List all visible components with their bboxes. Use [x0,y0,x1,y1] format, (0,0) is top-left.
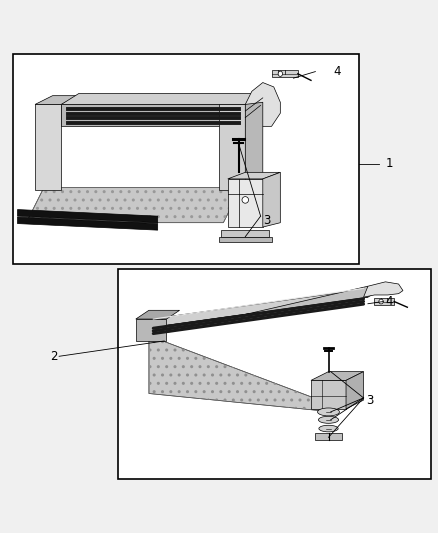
Polygon shape [35,104,61,190]
Polygon shape [26,188,241,223]
Text: 3: 3 [263,214,270,227]
Polygon shape [228,179,263,227]
Polygon shape [136,319,166,341]
Polygon shape [263,172,280,227]
Polygon shape [346,372,364,409]
Polygon shape [221,230,269,237]
Ellipse shape [278,71,283,76]
Polygon shape [149,286,385,328]
Text: 4: 4 [385,295,393,308]
Polygon shape [245,102,263,190]
Polygon shape [245,83,280,126]
Polygon shape [35,96,79,104]
Polygon shape [136,310,180,319]
Ellipse shape [379,299,383,304]
Polygon shape [374,298,394,304]
Polygon shape [272,70,298,77]
Polygon shape [219,237,272,243]
Text: 3: 3 [366,393,373,407]
Polygon shape [61,93,263,104]
Polygon shape [149,336,324,411]
Polygon shape [18,217,158,230]
Bar [118,269,431,479]
Polygon shape [228,172,280,179]
Polygon shape [364,282,403,297]
Ellipse shape [242,197,249,203]
Ellipse shape [318,408,339,416]
Polygon shape [18,209,158,223]
Ellipse shape [318,416,339,423]
Ellipse shape [319,425,338,432]
Polygon shape [61,104,245,126]
Bar [13,54,359,264]
Text: 4: 4 [333,65,340,78]
Polygon shape [149,286,368,336]
Polygon shape [315,433,342,440]
Text: 1: 1 [385,157,393,170]
Text: 2: 2 [50,350,58,363]
Polygon shape [311,372,364,381]
Polygon shape [311,381,346,409]
Polygon shape [219,104,245,190]
